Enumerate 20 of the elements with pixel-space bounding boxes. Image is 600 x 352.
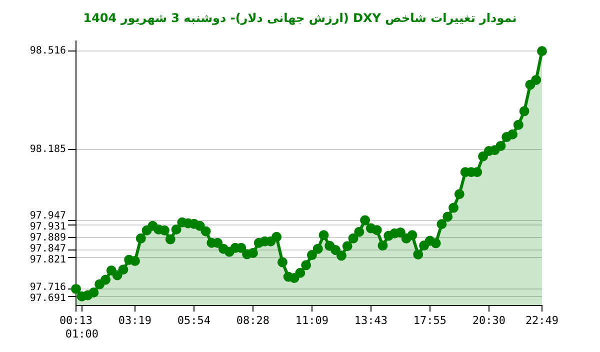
- x-tick-label: 22:49: [525, 314, 559, 328]
- y-tick-label: 97.847: [30, 244, 66, 255]
- x-tick-label: 20:30: [472, 314, 506, 328]
- y-tick-label: 97.889: [30, 232, 66, 244]
- x-tick-label: 17:55: [413, 314, 446, 328]
- chart-title: نمودار تغییرات شاخص DXY (ارزش جهانی دلار)- دوشنبه 3 شهریور 1404: [82, 10, 518, 27]
- x-tick-label: 13:43: [354, 314, 388, 328]
- x-tick-label: 08:28: [236, 314, 270, 328]
- y-tick-label: 97.716: [30, 282, 66, 293]
- y-tick-label: 97.691: [30, 292, 66, 304]
- y-tick-label: 97.931: [30, 222, 66, 233]
- y-tick-label: 98.185: [30, 144, 66, 156]
- x-tick-label: 03:19: [118, 314, 152, 328]
- y-tick-label: 97.947: [30, 210, 66, 222]
- y-tick-label: 98.516: [30, 46, 66, 57]
- x-tick-label: 05:54: [177, 314, 211, 328]
- x-tick-label: 01:00: [65, 327, 98, 340]
- y-tick-label: 97.821: [30, 254, 66, 266]
- x-tick-label: 11:09: [295, 314, 329, 328]
- x-tick-label: 00:13: [59, 314, 93, 328]
